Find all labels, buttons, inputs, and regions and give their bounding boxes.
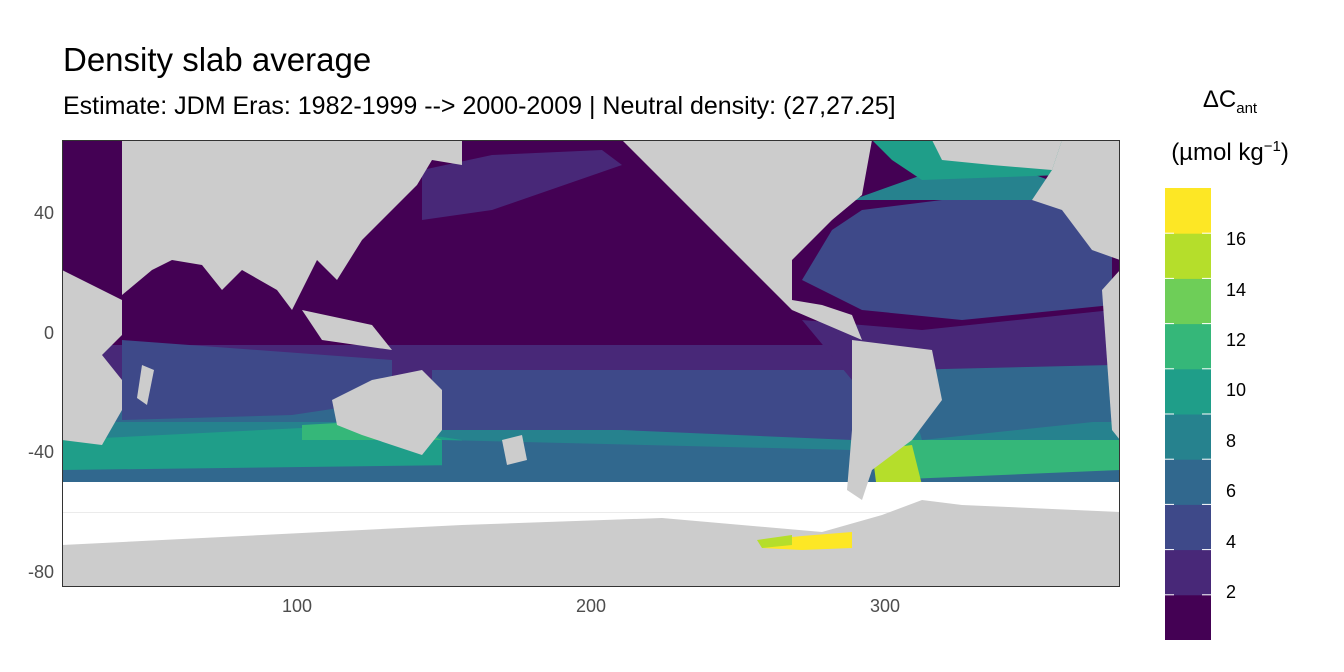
y-tick-label-minus80: -80: [27, 562, 54, 582]
legend-label-2: 2: [1226, 582, 1237, 602]
panel-border: [62, 140, 1120, 587]
ocean-pacific-deep-south: [442, 440, 852, 485]
ocean-indian-mid: [122, 340, 392, 420]
land: [62, 140, 1120, 587]
legend-swatch-4: [1165, 414, 1211, 460]
land-indonesia: [302, 310, 392, 350]
legend-title: ΔCant: [1202, 86, 1258, 117]
legend-label-14: 14: [1226, 280, 1247, 300]
land-north-america: [622, 140, 872, 340]
land-south-america: [847, 340, 942, 500]
ocean-north-pacific: [422, 150, 622, 220]
chart-subtitle: Estimate: JDM Eras: 1982-1999 --> 2000-2…: [63, 92, 896, 120]
legend-swatch-7: [1165, 278, 1211, 325]
legend-label-6: 6: [1226, 481, 1237, 501]
legend-label-8: 8: [1226, 431, 1237, 451]
chart-title: Density slab average: [63, 41, 372, 78]
legend-colorbar: [1165, 188, 1211, 640]
legend-label-4: 4: [1226, 532, 1237, 552]
land-australia: [332, 370, 442, 455]
land-antarctica: [62, 500, 1120, 587]
land-greenland: [932, 140, 1062, 170]
legend-swatch-5: [1165, 368, 1211, 415]
legend-label-10: 10: [1226, 380, 1247, 400]
land-africa-west: [62, 140, 122, 445]
antarctic-shelf-green: [757, 535, 792, 548]
ocean-pacific-south: [432, 370, 852, 440]
legend-swatch-1: [1165, 549, 1211, 596]
legend-swatch-3: [1165, 459, 1211, 505]
land-madagascar: [137, 365, 154, 405]
ocean-atlantic-south-green: [882, 440, 1120, 480]
ocean-atlantic-north: [802, 190, 1112, 320]
land-new-zealand: [502, 435, 527, 465]
map-canvas: [62, 140, 1120, 587]
map-panel: [62, 140, 1120, 587]
legend-swatch-8: [1165, 233, 1211, 279]
legend-swatch-6: [1165, 323, 1211, 370]
land-eurasia: [62, 140, 462, 310]
land-europe-east: [1032, 140, 1120, 260]
ocean-atlantic-south: [902, 365, 1112, 440]
legend-label-12: 12: [1226, 330, 1247, 350]
legend-label-16: 16: [1226, 229, 1247, 249]
x-tick-label-300: 300: [869, 596, 901, 616]
legend-swatch-0: [1165, 594, 1211, 640]
y-tick-label-minus40: -40: [27, 442, 54, 462]
land-africa-east: [1102, 270, 1120, 440]
legend-swatch-9: [1165, 188, 1211, 234]
legend-unit: (µmol kg−1): [1171, 138, 1289, 166]
legend-swatch-2: [1165, 504, 1211, 551]
y-tick-label-40: 40: [33, 203, 54, 223]
x-tick-label-200: 200: [575, 596, 607, 616]
ocean-atlantic-subpolar: [852, 170, 1062, 200]
y-tick-label-0: 0: [43, 323, 54, 343]
x-tick-label-100: 100: [281, 596, 313, 616]
